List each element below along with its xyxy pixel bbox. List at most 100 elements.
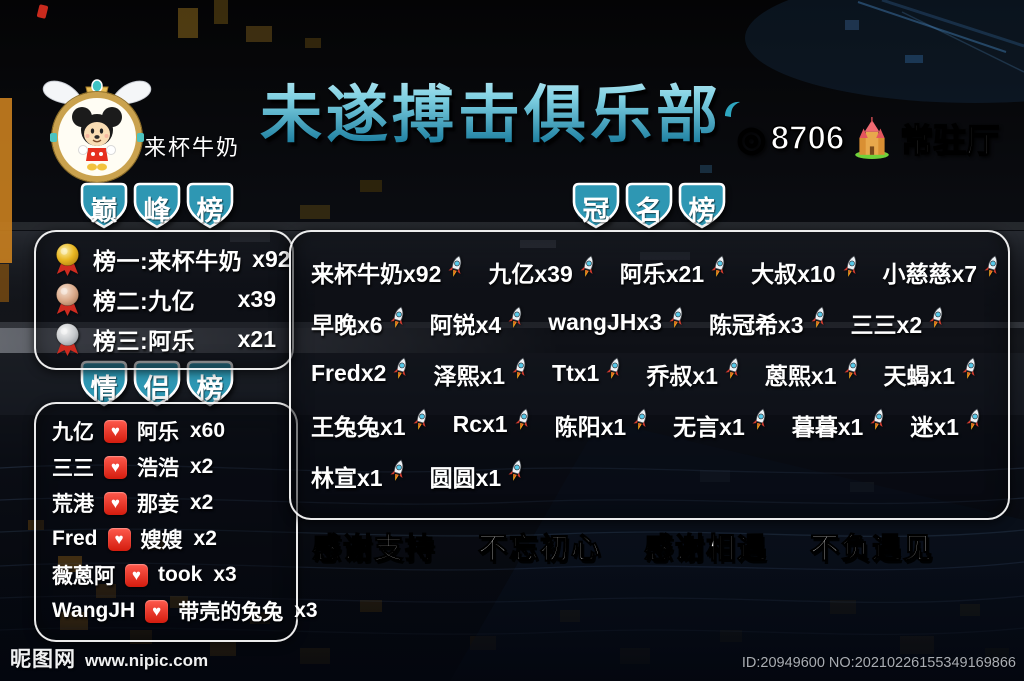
shield-character: 侣	[143, 374, 171, 404]
naming-board-title: 冠 名 榜	[571, 182, 727, 229]
naming-entry: 天蝎x1	[884, 357, 984, 391]
hall-label: 常驻厅	[900, 121, 1000, 159]
naming-entry: 迷x1	[910, 408, 987, 442]
rocket-icon	[711, 255, 725, 277]
shield-icon	[186, 360, 234, 407]
host-avatar	[42, 79, 152, 183]
naming-entry: Fredx2	[311, 357, 414, 387]
couple-count: x2	[190, 455, 214, 478]
naming-entry: 阿乐x21	[620, 255, 732, 289]
naming-entry-text: 无言x1	[673, 413, 745, 440]
slogan-item: 感谢相遇	[643, 532, 769, 565]
image-id-text: ID:20949600 NO:20210226155349169866	[741, 655, 1016, 671]
rocket-icon	[448, 255, 462, 277]
page-title: 未遂搏击俱乐部	[260, 64, 722, 154]
naming-entry: 小慈慈x7	[883, 255, 1006, 289]
shield-icon	[186, 182, 234, 229]
naming-row: 来杯牛奶x92 九亿x39 阿乐x21	[311, 246, 998, 297]
couple-row: 三三 ♥ 浩浩 x2	[46, 449, 286, 485]
naming-entry-text: 三三x2	[850, 311, 923, 338]
couple-count: x3	[294, 599, 318, 622]
watermark-site-name: 昵图网	[10, 648, 76, 671]
peak-board-title: 巅 峰 榜	[79, 182, 235, 229]
naming-entry: 暮暮x1	[792, 408, 892, 442]
peak-board-panel: 榜一:来杯牛奶 x92 榜二:九亿 x39 榜三:阿乐 x21	[34, 230, 294, 370]
naming-entry-text: Fredx2	[311, 360, 387, 386]
couple-count: x3	[213, 563, 237, 586]
peak-rank-count: x21	[237, 325, 276, 352]
naming-entry: 陈冠希x3	[709, 306, 832, 340]
naming-entry: 早晚x6	[311, 306, 411, 340]
naming-entry-text: 暮暮x1	[791, 413, 864, 440]
peak-board-rows: 榜一:来杯牛奶 x92 榜二:九亿 x39 榜三:阿乐 x21	[44, 239, 291, 359]
rocket-icon	[811, 306, 824, 328]
title-swoosh-decor	[725, 101, 740, 117]
target-symbol: ◎	[736, 119, 766, 157]
room-number: 8706	[770, 118, 845, 156]
slogan-row: 感谢支持 不忘初心 感谢相遇 不负遇见	[311, 525, 935, 567]
naming-entry: 来杯牛奶x92	[311, 255, 469, 289]
rocket-icon	[515, 408, 528, 430]
rocket-icon	[929, 306, 943, 328]
rocket-icon	[984, 255, 998, 277]
couple-row: Fred ♥ 嫂嫂 x2	[46, 521, 286, 557]
naming-entry: 无言x1	[673, 408, 773, 442]
shield-character: 冠	[582, 196, 610, 226]
slogan-item: 感谢支持	[311, 532, 437, 565]
naming-entry: 蒽熙x1	[765, 357, 865, 391]
heart-icon: ♥	[104, 419, 127, 443]
naming-entry: 林宣x1	[311, 459, 411, 493]
naming-row: Fredx2 泽熙x1 Ttx1	[311, 348, 988, 399]
naming-entry-text: 圆圆x1	[429, 464, 502, 491]
shield-badge: 情	[79, 360, 129, 407]
couple-name-right: 那妾	[137, 493, 179, 516]
shield-icon	[80, 182, 128, 229]
naming-entry: 大叔x10	[751, 255, 863, 289]
naming-entry: 圆圆x1	[430, 459, 530, 493]
rocket-icon	[870, 408, 884, 430]
peak-rank-count: x39	[237, 285, 276, 312]
shield-icon	[572, 182, 620, 229]
host-name: 来杯牛奶	[144, 135, 241, 160]
heart-icon: ♥	[104, 491, 127, 515]
couple-row: 九亿 ♥ 阿乐 x60	[46, 413, 286, 449]
rocket-icon	[725, 357, 739, 379]
shield-badge: 冠	[571, 182, 621, 229]
rocket-icon	[606, 357, 620, 379]
rocket-icon	[842, 255, 856, 277]
naming-entry-text: wangJHx3	[548, 309, 662, 335]
shield-character: 峰	[143, 196, 171, 226]
naming-board-panel: 来杯牛奶x92 九亿x39 阿乐x21	[289, 230, 1010, 520]
shield-icon	[133, 182, 181, 229]
slogan-item: 不负遇见	[809, 532, 935, 565]
couple-name-left: 荒港	[52, 493, 94, 516]
naming-entry-text: 来杯牛奶x92	[311, 260, 442, 287]
peak-row: 榜二:九亿 x39	[44, 279, 284, 319]
shield-icon	[678, 182, 726, 229]
naming-entry: wangJHx3	[548, 306, 690, 336]
couple-count: x2	[193, 527, 217, 550]
naming-entry-text: 大叔x10	[751, 260, 836, 287]
couple-name-left: WangJH	[52, 599, 136, 622]
shield-badge: 榜	[185, 360, 235, 407]
naming-entry: 乔叔x1	[646, 357, 746, 391]
peak-row: 榜三:阿乐 x21	[44, 319, 284, 359]
couple-board-rows: 九亿 ♥ 阿乐 x60 三三 ♥ 浩浩 x2 荒港 ♥ 那妾 x2 Fred ♥…	[46, 413, 318, 629]
couple-name-left: Fred	[52, 527, 98, 550]
heart-icon: ♥	[145, 599, 169, 623]
medal-icon	[55, 322, 80, 356]
shield-character: 榜	[196, 196, 224, 226]
heart-icon: ♥	[125, 563, 148, 587]
rocket-icon	[512, 357, 526, 379]
shield-badge: 侣	[132, 360, 182, 407]
medal-icon	[55, 242, 80, 276]
peak-rank-label: 榜二:九亿	[93, 288, 196, 314]
mickey-face-icon	[72, 107, 122, 171]
couple-board-panel: 九亿 ♥ 阿乐 x60 三三 ♥ 浩浩 x2 荒港 ♥ 那妾 x2 Fred ♥…	[34, 402, 318, 642]
rocket-icon	[962, 357, 976, 379]
shield-icon	[625, 182, 673, 229]
couple-row: 薇蒽阿 ♥ took x3	[46, 557, 286, 593]
medal-icon	[55, 282, 80, 316]
rocket-icon	[393, 357, 407, 379]
